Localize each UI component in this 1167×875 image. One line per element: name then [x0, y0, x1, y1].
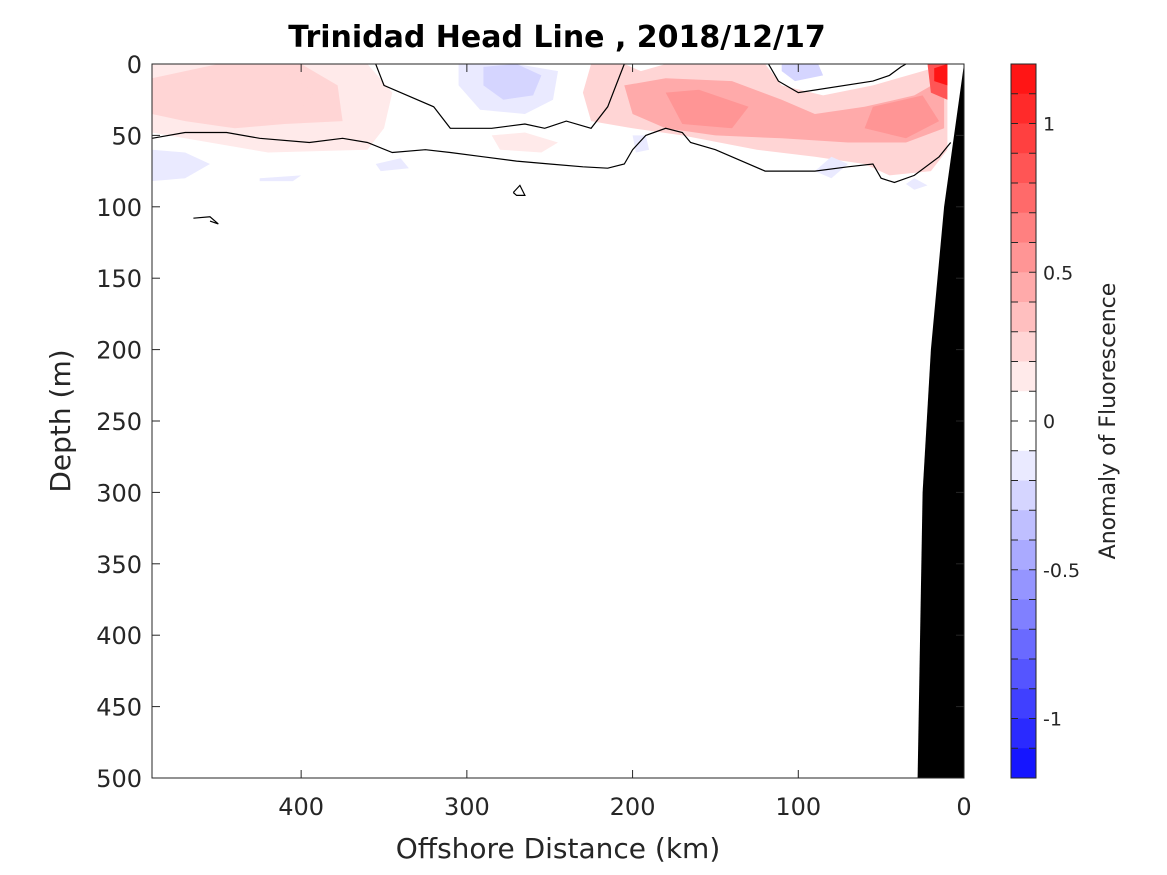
zero-contour: [152, 127, 952, 184]
colorbar-swatch: [1011, 183, 1036, 214]
anomaly-patch: [483, 64, 542, 100]
anomaly-patch: [781, 64, 824, 82]
colorbar-tick-label: 0.5: [1043, 262, 1073, 284]
y-tick-label: 350: [96, 551, 142, 579]
colorbar-swatch: [1011, 331, 1036, 362]
colorbar-swatch: [1011, 450, 1036, 481]
plot-background: [152, 64, 964, 778]
colorbar-tick-label: 0: [1043, 411, 1055, 433]
colorbar-swatch: [1011, 361, 1036, 392]
chart-title: Trinidad Head Line , 2018/12/17: [288, 20, 825, 55]
y-axis: 0 50 100 150 200 250 300 350 400 450 500: [96, 51, 964, 793]
colorbar-swatch: [1011, 569, 1036, 600]
anomaly-patch: [665, 89, 749, 129]
anomaly-patch: [218, 71, 315, 122]
colorbar-swatch: [1011, 629, 1036, 660]
colorbar-swatch: [1011, 510, 1036, 541]
seafloor-bathymetry: [917, 64, 964, 778]
y-tick-label: 0: [127, 51, 142, 79]
colorbar-swatch: [1011, 688, 1036, 719]
colorbar-swatch: [1011, 599, 1036, 630]
zero-contour: [375, 64, 625, 129]
y-tick-label: 150: [96, 265, 142, 293]
anomaly-patch: [152, 149, 210, 182]
x-tick-label: 200: [610, 793, 656, 821]
anomaly-patch: [491, 132, 558, 153]
colorbar-swatch: [1011, 153, 1036, 184]
y-tick-label: 100: [96, 194, 142, 222]
anomaly-patch: [259, 175, 302, 182]
colorbar-swatch: [1011, 421, 1036, 452]
colorbar-swatch: [1011, 93, 1036, 124]
x-tick-label: 400: [278, 793, 324, 821]
colorbar-swatch: [1011, 123, 1036, 154]
colorbar-swatch: [1011, 272, 1036, 303]
colorbar-swatch: [1011, 718, 1036, 749]
anomaly-patch: [632, 135, 650, 153]
colorbar-label: Anomaly of Fluorescence: [1096, 283, 1121, 560]
zero-contour: [767, 64, 907, 94]
y-tick-label: 250: [96, 408, 142, 436]
zero-contour: [512, 184, 526, 196]
colorbar-swatch: [1011, 212, 1036, 243]
anomaly-patch: [814, 156, 848, 179]
x-tick-label: 100: [775, 793, 821, 821]
colorbar-tick-label: -0.5: [1043, 560, 1080, 582]
colorbar-swatch: [1011, 242, 1036, 273]
y-tick-label: 300: [96, 479, 142, 507]
y-tick-label: 500: [96, 765, 142, 793]
colorbar-swatch: [1011, 748, 1036, 779]
colorbar-swatch: [1011, 302, 1036, 333]
y-tick-label: 200: [96, 337, 142, 365]
colorbar-frame: [1010, 63, 1037, 779]
x-axis: 400 300 200 100 0: [278, 64, 972, 821]
colorbar-swatch: [1011, 540, 1036, 571]
x-tick-label: 0: [956, 793, 971, 821]
plot-area: [151, 63, 965, 779]
colorbar-tick-label: -1: [1043, 709, 1062, 731]
colorbar: 1 0.5 0 -0.5 -1: [1010, 63, 1080, 779]
y-axis-label: Depth (m): [44, 349, 77, 492]
y-tick-label: 450: [96, 694, 142, 722]
x-tick-label: 300: [444, 793, 490, 821]
y-tick-label: 400: [96, 622, 142, 650]
x-axis-label: Offshore Distance (km): [396, 832, 721, 865]
colorbar-tick-label: 1: [1043, 114, 1055, 136]
anomaly-patch: [906, 178, 928, 190]
anomaly-patch: [934, 64, 948, 86]
anomaly-patch: [864, 95, 940, 139]
anomaly-patch: [375, 158, 409, 172]
colorbar-swatch: [1011, 480, 1036, 511]
colorbar-swatch: [1011, 391, 1036, 422]
y-tick-label: 50: [111, 122, 142, 150]
zero-contour: [193, 216, 219, 225]
colorbar-swatch: [1011, 659, 1036, 690]
colorbar-swatch: [1011, 64, 1036, 95]
